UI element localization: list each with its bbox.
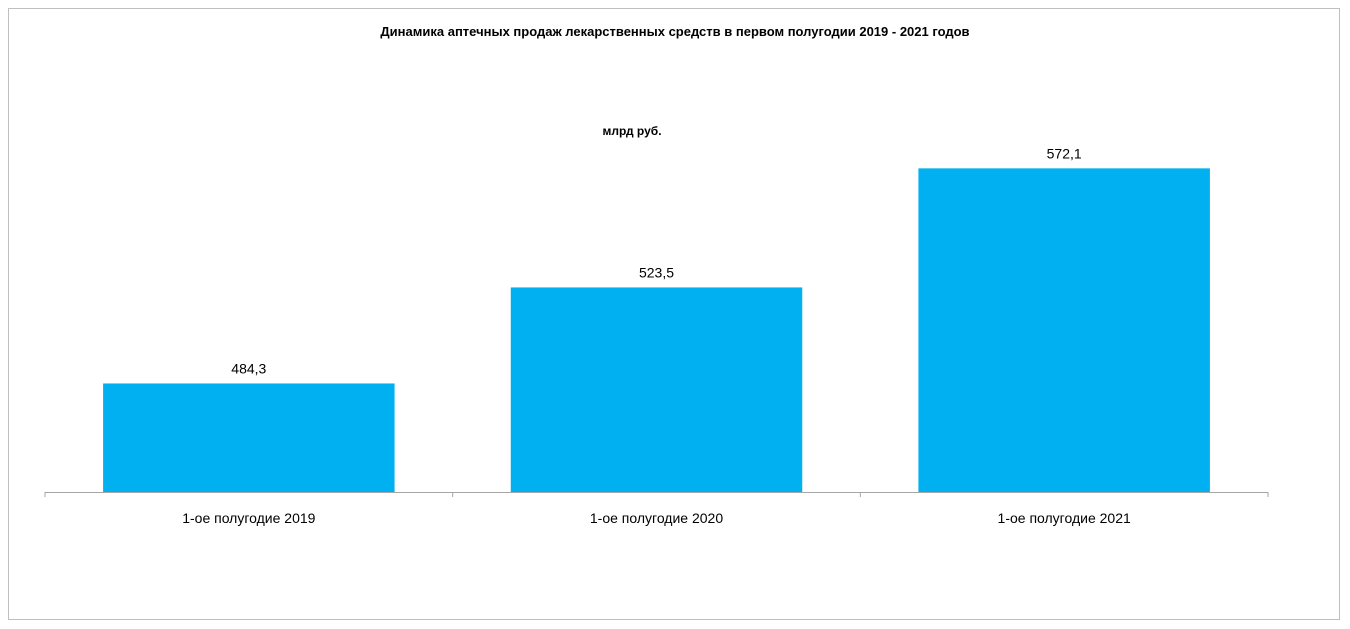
bar-2 <box>510 287 803 492</box>
x-tick-label-1: 1-ое полугодие 2019 <box>182 510 315 526</box>
bar-3 <box>918 168 1210 493</box>
chart-title: Динамика аптечных продаж лекарственных с… <box>380 24 969 39</box>
bars-group: 484,3 523,5 572,1 <box>103 145 1210 493</box>
data-label-1: 484,3 <box>231 360 266 376</box>
data-label-2: 523,5 <box>639 264 674 280</box>
x-tick-label-3: 1-ое полугодие 2021 <box>998 510 1131 526</box>
bar-1 <box>103 383 395 492</box>
x-axis: 1-ое полугодие 2019 1-ое полугодие 2020 1-… <box>44 492 1269 526</box>
x-tick-label-2: 1-ое полугодие 2020 <box>590 510 723 526</box>
data-label-3: 572,1 <box>1047 145 1082 161</box>
chart-subtitle: млрд руб. <box>602 124 661 138</box>
